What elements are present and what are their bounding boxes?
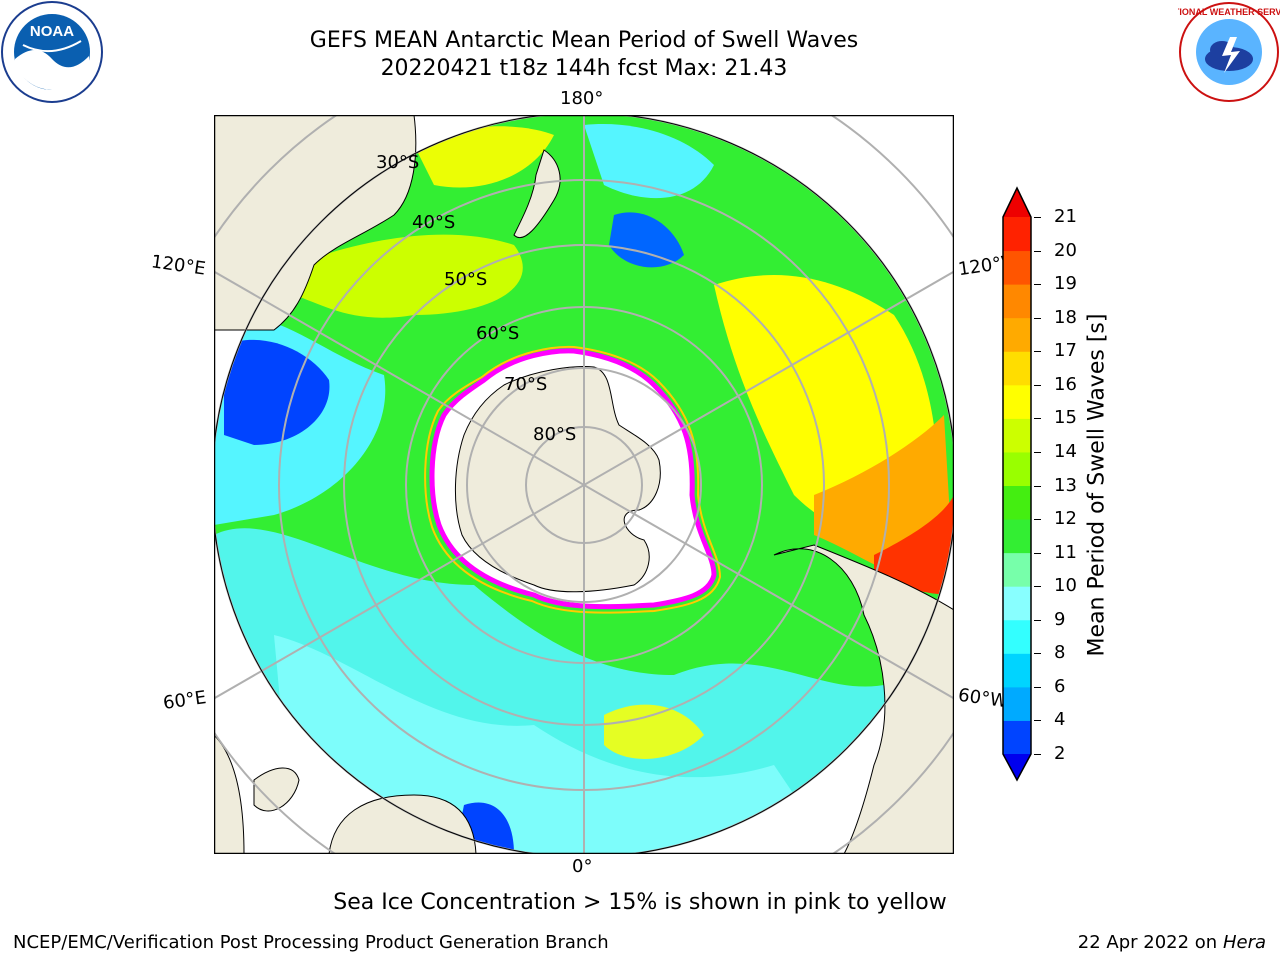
colorbar-band (1003, 217, 1031, 252)
lon-label-120e: 120°E (149, 251, 207, 280)
colorbar (1000, 186, 1034, 782)
colorbar-extend-high (1003, 188, 1031, 217)
colorbar-tick-mark (1034, 485, 1041, 487)
chart-title-line1: GEFS MEAN Antarctic Mean Period of Swell… (309, 28, 859, 53)
swell-region-tasman-yellow (294, 234, 523, 318)
colorbar-tick-label: 20 (1054, 239, 1077, 261)
colorbar-extend-low (1003, 754, 1031, 780)
chart-title-line2: 20220421 t18z 144h fcst Max: 21.43 (380, 56, 788, 81)
lon-label-60e: 60°E (161, 687, 208, 714)
colorbar-label: Mean Period of Swell Waves [s] (1084, 313, 1110, 657)
colorbar-tick-mark (1034, 586, 1041, 588)
lat-label-70s: 70°S (504, 374, 548, 395)
colorbar-band (1003, 519, 1031, 554)
nws-logo: NATIONAL WEATHER SERVICE (1162, 1, 1280, 103)
swell-region-south-yellow (604, 704, 704, 759)
lat-label-80s: 80°S (533, 424, 577, 445)
colorbar-tick-mark (1034, 619, 1041, 621)
colorbar-band (1003, 552, 1031, 587)
lat-label-60s: 60°S (476, 323, 520, 344)
colorbar-tick-mark (1034, 519, 1041, 521)
colorbar-band (1003, 351, 1031, 386)
colorbar-band (1003, 418, 1031, 453)
colorbar-tick-label: 14 (1054, 440, 1077, 462)
swell-region-blue-pacific (609, 212, 684, 268)
colorbar-tick-mark (1034, 217, 1041, 218)
footer-date: 22 Apr 2022 on Hera (1078, 932, 1266, 953)
colorbar-tick-mark (1034, 686, 1041, 688)
colorbar-tick-mark (1034, 552, 1041, 554)
footer-date-text: 22 Apr 2022 on (1077, 932, 1223, 953)
colorbar-tick-label: 21 (1054, 206, 1077, 227)
colorbar-tick-label: 6 (1054, 675, 1066, 697)
lat-label-40s: 40°S (412, 212, 456, 233)
colorbar-tick-mark (1034, 720, 1041, 722)
lon-label-180: 180° (560, 88, 604, 109)
colorbar-band (1003, 619, 1031, 654)
colorbar-tick-label: 4 (1054, 709, 1066, 731)
lat-label-50s: 50°S (444, 269, 488, 290)
svg-text:NATIONAL WEATHER SERVICE: NATIONAL WEATHER SERVICE (1178, 7, 1280, 17)
colorbar-band (1003, 284, 1031, 319)
land-madagascar (253, 767, 300, 812)
colorbar-tick-label: 15 (1054, 407, 1077, 429)
colorbar-tick-mark (1034, 384, 1041, 386)
colorbar-tick-label: 19 (1054, 273, 1077, 295)
colorbar-tick-label: 9 (1054, 608, 1066, 630)
colorbar-tick-label: 10 (1054, 575, 1077, 597)
sea-ice-note: Sea Ice Concentration > 15% is shown in … (333, 890, 947, 915)
colorbar-band (1003, 653, 1031, 688)
colorbar-tick-label: 17 (1054, 340, 1077, 362)
colorbar-tick-label: 16 (1054, 373, 1077, 395)
colorbar-tick-label: 18 (1054, 306, 1077, 328)
lat-label-30s: 30°S (376, 152, 420, 173)
colorbar-band (1003, 384, 1031, 419)
polar-map (213, 114, 955, 855)
colorbar-band (1003, 250, 1031, 285)
colorbar-tick-label: 8 (1054, 642, 1066, 664)
noaa-logo: NOAA (1, 1, 103, 103)
land-south-america (773, 544, 954, 854)
colorbar-band (1003, 686, 1031, 721)
land-australia (214, 115, 417, 331)
footer-machine: Hera (1222, 932, 1266, 953)
swell-region-chile-red (874, 495, 954, 595)
colorbar-tick-mark (1034, 653, 1041, 655)
colorbar-band (1003, 451, 1031, 486)
footer-branch: NCEP/EMC/Verification Post Processing Pr… (13, 932, 609, 953)
colorbar-tick-mark (1034, 284, 1041, 286)
svg-text:NOAA: NOAA (30, 23, 74, 40)
colorbar-tick-label: 11 (1054, 541, 1077, 563)
swell-region-north-yellow (414, 126, 554, 188)
land-africa (328, 794, 477, 854)
colorbar-tick-label: 13 (1054, 474, 1077, 496)
colorbar-tick-mark (1034, 451, 1041, 453)
land-new-zealand (513, 149, 561, 238)
colorbar-band (1003, 586, 1031, 621)
land-antarctica (454, 366, 661, 593)
colorbar-band (1003, 720, 1031, 755)
colorbar-tick-label: 12 (1054, 508, 1077, 530)
colorbar-tick-label: 2 (1054, 743, 1066, 764)
colorbar-tick-mark (1034, 250, 1041, 252)
colorbar-tick-mark (1034, 317, 1041, 319)
graticule (214, 115, 954, 854)
colorbar-tick-mark (1034, 351, 1041, 353)
colorbar-band (1003, 317, 1031, 352)
colorbar-band (1003, 485, 1031, 520)
colorbar-tick-mark (1034, 754, 1041, 755)
sea-ice-edge-yellow (424, 345, 722, 614)
swell-region-cyan-pacific (584, 124, 714, 199)
lon-label-0: 0° (572, 856, 593, 877)
colorbar-tick-mark (1034, 418, 1041, 420)
